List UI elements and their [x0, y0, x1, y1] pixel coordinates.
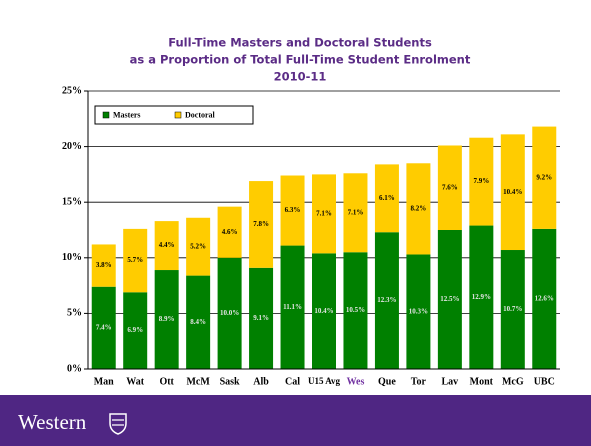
chart-title: Full-Time Masters and Doctoral Students	[168, 36, 432, 50]
x-tick-label: McG	[502, 376, 524, 387]
value-label: 5.7%	[127, 256, 143, 264]
value-label: 10.4%	[503, 188, 522, 196]
y-tick-label: 5%	[67, 308, 82, 319]
value-label: 10.3%	[409, 307, 428, 315]
value-label: 12.6%	[535, 295, 554, 303]
value-label: 7.1%	[316, 209, 332, 217]
x-tick-label: Cal	[285, 376, 300, 387]
value-label: 3.8%	[96, 261, 112, 269]
x-tick-label: Que	[378, 376, 396, 387]
x-tick-label: Wat	[126, 376, 144, 387]
bar-segment	[217, 206, 242, 258]
x-tick-label: U15 Avg	[308, 376, 341, 386]
bar-segment	[532, 228, 557, 369]
value-label: 11.1%	[283, 303, 302, 311]
value-label: 7.1%	[348, 208, 364, 216]
value-label: 8.2%	[411, 204, 427, 212]
bar-segment	[500, 250, 525, 369]
chart-title: 2010-11	[274, 70, 327, 84]
footer-band	[0, 395, 591, 446]
value-label: 12.3%	[377, 296, 396, 304]
x-tick-label: Ott	[159, 376, 174, 387]
value-label: 10.0%	[220, 309, 239, 317]
value-label: 9.2%	[536, 173, 552, 181]
value-label: 8.9%	[159, 315, 175, 323]
crest-detail	[112, 419, 124, 426]
x-tick-label: Tor	[411, 376, 427, 387]
value-label: 6.1%	[379, 194, 395, 202]
value-label: 8.4%	[190, 318, 206, 326]
x-tick-label: Man	[94, 376, 114, 387]
bar-segment	[406, 254, 431, 369]
legend-swatch	[174, 111, 182, 119]
bar-segment	[374, 232, 399, 369]
bar-segment	[186, 217, 211, 276]
bar-segment	[312, 253, 336, 369]
legend-label: Masters	[113, 110, 141, 119]
x-tick-label: Mont	[470, 376, 494, 387]
value-label: 10.7%	[503, 305, 522, 313]
bar-segment	[374, 164, 399, 233]
bar-segment	[500, 134, 525, 251]
bar-segment	[312, 174, 336, 254]
value-label: 10.5%	[346, 306, 365, 314]
y-tick-label: 25%	[62, 85, 82, 96]
bar-segment	[343, 252, 368, 369]
value-label: 9.1%	[253, 314, 269, 322]
bar-segment	[123, 228, 148, 293]
value-label: 7.9%	[473, 177, 489, 185]
chart-title: as a Proportion of Total Full-Time Stude…	[130, 53, 471, 67]
bar-segment	[437, 230, 462, 369]
bar-segment	[123, 292, 148, 369]
y-tick-label: 15%	[62, 196, 82, 207]
value-label: 4.6%	[222, 228, 238, 236]
bar-segment	[280, 245, 305, 369]
footer-logo-text: Western	[18, 410, 87, 434]
legend-box	[94, 105, 254, 125]
bar-segment	[280, 175, 305, 246]
value-label: 6.3%	[285, 206, 301, 214]
value-label: 6.9%	[127, 326, 143, 334]
x-tick-label: Lav	[442, 376, 459, 387]
x-tick-label: Sask	[220, 376, 240, 387]
bar-segment	[532, 126, 557, 229]
bar-segment	[343, 173, 368, 253]
value-label: 7.4%	[96, 323, 112, 331]
legend-swatch	[102, 111, 110, 119]
y-tick-label: 10%	[62, 252, 82, 263]
x-tick-label: Alb	[253, 376, 269, 387]
value-label: 10.4%	[314, 307, 333, 315]
value-label: 4.4%	[159, 241, 175, 249]
x-tick-label: UBC	[534, 376, 555, 387]
value-label: 7.8%	[253, 220, 269, 228]
legend-label: Doctoral	[185, 110, 216, 119]
bar-segment	[154, 221, 179, 271]
bar-segment	[249, 181, 274, 268]
crest	[109, 413, 127, 435]
x-tick-label: McM	[186, 376, 210, 387]
y-tick-label: 0%	[67, 363, 82, 374]
bar-segment	[186, 275, 211, 369]
x-tick-label: Wes	[347, 376, 365, 387]
bar-segment	[469, 225, 494, 369]
bar-segment	[469, 137, 494, 226]
value-label: 12.9%	[472, 293, 491, 301]
bar-segment	[91, 244, 116, 287]
bar-segment	[217, 257, 242, 369]
bar-segment	[406, 163, 431, 255]
bar-segment	[249, 267, 274, 369]
bar-segment	[91, 286, 116, 369]
value-label: 7.6%	[442, 183, 458, 191]
value-label: 5.2%	[190, 242, 206, 250]
bar-segment	[154, 270, 179, 369]
y-tick-label: 20%	[62, 141, 82, 152]
value-label: 12.5%	[440, 295, 459, 303]
bar-segment	[437, 145, 462, 230]
